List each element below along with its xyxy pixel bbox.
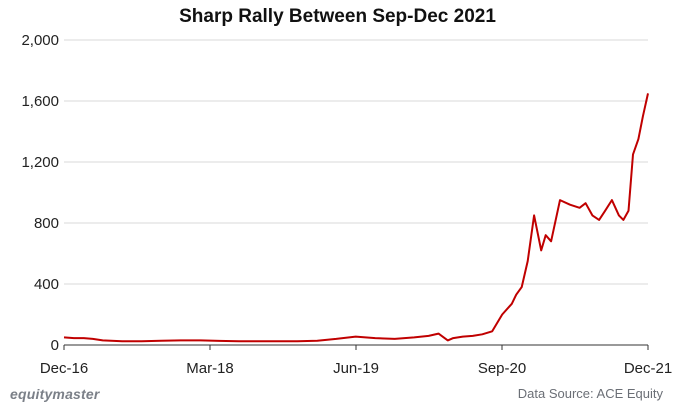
- x-axis-ticks: Dec-16 Mar-18 Jun-19 Sep-20 Dec-21: [40, 345, 672, 377]
- x-tick-label: Mar-18: [186, 360, 234, 377]
- y-tick-label: 1,200: [21, 154, 59, 171]
- series-line: [63, 93, 649, 343]
- y-tick-label: 1,600: [21, 93, 59, 110]
- x-tick-label: Dec-21: [624, 360, 672, 377]
- data-source-text: Data Source: ACE Equity: [517, 386, 663, 401]
- y-axis-ticks: 0 400 800 1,200 1,600 2,000: [21, 32, 59, 354]
- y-tick-label: 400: [34, 276, 59, 293]
- brand-logo-text: equitymaster: [10, 386, 100, 402]
- y-tick-label: 800: [34, 215, 59, 232]
- y-tick-label: 2,000: [21, 32, 59, 49]
- y-tick-label: 0: [51, 337, 59, 354]
- x-tick-label: Jun-19: [333, 360, 379, 377]
- x-tick-label: Sep-20: [478, 360, 526, 377]
- chart-title: Sharp Rally Between Sep-Dec 2021: [179, 6, 496, 27]
- gridlines: [64, 39, 648, 285]
- x-tick-label: Dec-16: [40, 360, 88, 377]
